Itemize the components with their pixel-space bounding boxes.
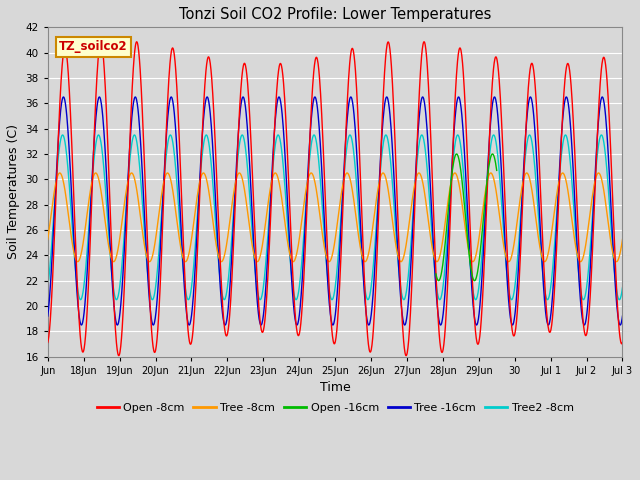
Y-axis label: Soil Temperatures (C): Soil Temperatures (C) (7, 124, 20, 260)
X-axis label: Time: Time (320, 381, 351, 394)
Legend: Open -8cm, Tree -8cm, Open -16cm, Tree -16cm, Tree2 -8cm: Open -8cm, Tree -8cm, Open -16cm, Tree -… (92, 398, 578, 417)
Title: Tonzi Soil CO2 Profile: Lower Temperatures: Tonzi Soil CO2 Profile: Lower Temperatur… (179, 7, 492, 22)
Text: TZ_soilco2: TZ_soilco2 (60, 40, 128, 53)
